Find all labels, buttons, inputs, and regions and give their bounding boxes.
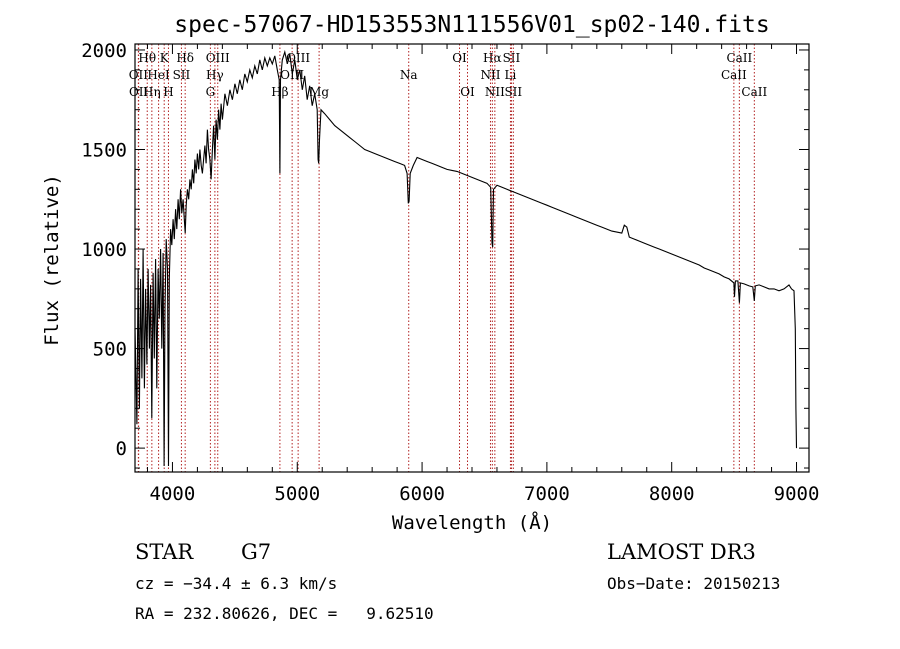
- spectral-line-label: OIII: [206, 51, 230, 65]
- spectral-line-label: OI: [452, 51, 467, 65]
- spectral-line-label: OIII: [280, 68, 304, 82]
- spectral-line-label: SII: [504, 85, 522, 99]
- y-tick-label: 1500: [81, 140, 127, 162]
- x-tick-label: 4000: [150, 483, 196, 505]
- y-tick-label: 1000: [81, 239, 127, 261]
- spectral-line-label: CaII: [741, 85, 767, 99]
- spectral-line-label: K: [160, 51, 170, 65]
- spectral-line-label: Hα: [483, 51, 502, 65]
- spectral-line-label: Hγ: [206, 68, 224, 82]
- survey-name: LAMOST DR3: [607, 540, 756, 564]
- x-tick-label: 6000: [399, 483, 445, 505]
- object-subclass: G7: [241, 540, 271, 564]
- spectral-line-label: CaII: [726, 51, 752, 65]
- coordinates-readout: RA = 232.80626, DEC = 9.62510: [135, 604, 434, 623]
- spectral-line-label: Hη: [143, 85, 161, 99]
- y-axis-label: Flux (relative): [41, 174, 63, 346]
- velocity-readout: cz = −34.4 ± 6.3 km/s: [135, 574, 337, 593]
- plot-frame: [134, 43, 810, 473]
- y-tick-label: 0: [116, 438, 127, 460]
- spectral-line-label: OII: [129, 68, 149, 82]
- x-tick-label: 9000: [774, 483, 820, 505]
- spectral-line-label: Na: [400, 68, 418, 82]
- x-axis-label: Wavelength (Å): [392, 511, 552, 534]
- x-tick-label: 8000: [649, 483, 695, 505]
- spectral-line-label: OI: [460, 85, 475, 99]
- spectral-line-label: HeI: [147, 68, 170, 82]
- spectral-line-label: OII: [129, 85, 149, 99]
- axes: 4000 5000 6000 7000 8000 9000 0 500 1000 1500 2000: [81, 40, 819, 505]
- x-tick-label: 5000: [274, 483, 320, 505]
- spectral-line-label: G: [206, 85, 216, 99]
- spectral-line-label: CaII: [721, 68, 747, 82]
- spectral-line-label: SII: [503, 51, 521, 65]
- spectral-line-label: SII: [173, 68, 191, 82]
- spectral-line-label: Mg: [309, 85, 329, 99]
- object-class: STAR: [135, 540, 194, 564]
- spectral-line-label: Hδ: [176, 51, 194, 65]
- y-tick-label: 2000: [81, 40, 127, 62]
- spectral-line-label: NII: [480, 68, 500, 82]
- y-tick-label: 500: [93, 339, 127, 361]
- obs-date: Obs−Date: 20150213: [607, 574, 780, 593]
- spectral-line-label: Hθ: [138, 51, 156, 65]
- spectrum-line: [134, 49, 798, 467]
- spectral-line-label: H: [163, 85, 173, 99]
- chart-title: spec-57067-HD153553N111556V01_sp02-140.f…: [174, 12, 769, 38]
- spectral-line-label: NII: [485, 85, 505, 99]
- x-tick-label: 7000: [524, 483, 570, 505]
- spectral-line-label: Li: [505, 68, 517, 82]
